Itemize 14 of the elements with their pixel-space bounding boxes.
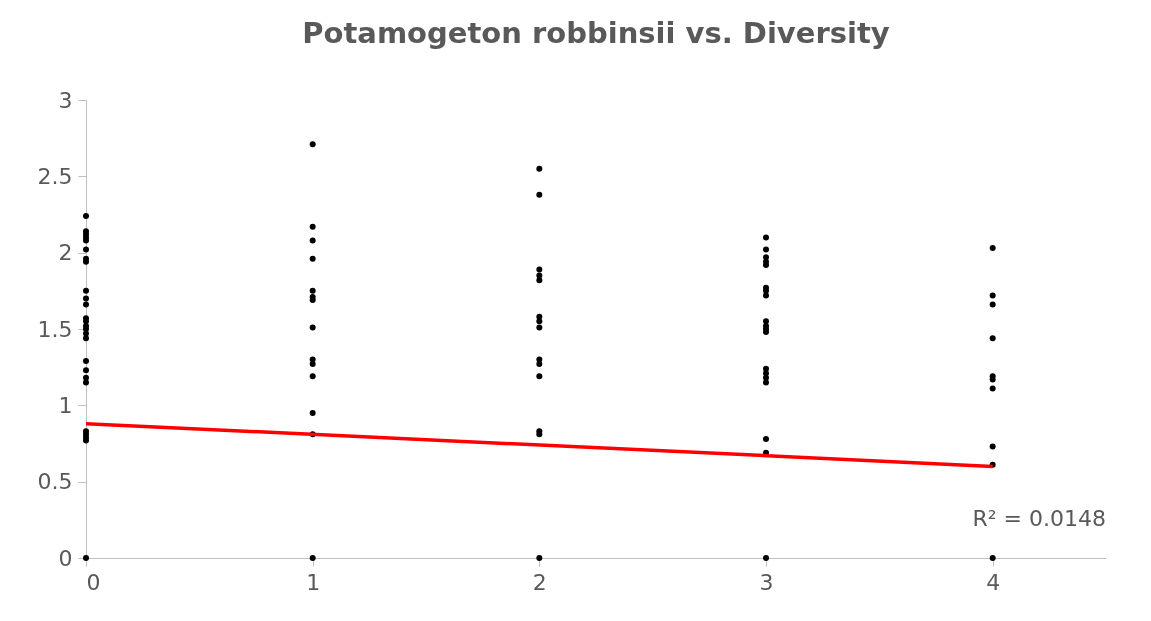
- y-tick-label: 2: [58, 240, 73, 266]
- y-tick-label: 2.5: [37, 163, 73, 189]
- y-tick-label: 3: [58, 87, 73, 113]
- y-tick-label: 0.5: [37, 469, 73, 495]
- chart-title: Potamogeton robbinsii vs. Diversity: [302, 16, 890, 50]
- x-tick-label: 1: [306, 569, 321, 595]
- x-tick-label: 3: [759, 569, 774, 595]
- y-tick-label: 1: [58, 392, 73, 418]
- x-tick-label: 4: [986, 569, 1001, 595]
- annotation: R² = 0.0148: [972, 506, 1106, 532]
- x-tick-label: 2: [532, 569, 547, 595]
- y-tick-label: 0: [58, 545, 73, 571]
- y-tick-label: 1.5: [37, 316, 73, 342]
- x-tick-label: 0: [86, 569, 101, 595]
